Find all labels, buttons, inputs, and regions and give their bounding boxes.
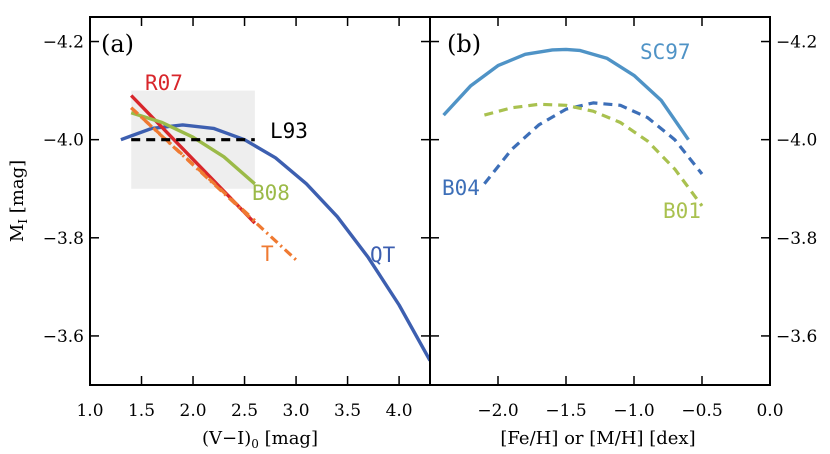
series-line-b08-2 <box>130 111 256 186</box>
y-tick-label-b-2: −3.8 <box>776 229 817 249</box>
y-tick-label-a-0: −4.2 <box>43 33 84 53</box>
series-label-b08: B08 <box>252 181 290 205</box>
x-tick-label-a-1: 1.5 <box>128 401 155 421</box>
series-label-r07: R07 <box>145 71 183 95</box>
x-tick-label-a-0: 1.0 <box>76 401 103 421</box>
x-tick-label-b-4: 0.0 <box>756 401 783 421</box>
series-label-qt: QT <box>370 243 396 267</box>
x-tick-label-b-1: −1.5 <box>545 401 586 421</box>
panel-a: 1.0 1.5 2.0 2.5 3.0 3.5 4.0 −4.2 −4.0 −3.8 −3.6 (a… <box>7 16 431 451</box>
y-tick-label-b-3: −3.6 <box>776 327 817 347</box>
y-tick-label-a-1: −4.0 <box>43 131 84 151</box>
x-tick-label-a-2: 2.0 <box>180 401 207 421</box>
x-tick-label-b-0: −2.0 <box>477 401 518 421</box>
x-tick-label-a-4: 3.0 <box>283 401 310 421</box>
series-label-t: T <box>261 242 274 266</box>
panel-b-series <box>442 47 704 207</box>
x-tick-label-a-3: 2.5 <box>231 401 258 421</box>
y-tick-label-b-1: −4.0 <box>776 131 817 151</box>
panel-b-x-axis-title: [Fe/H] or [M/H] [dex] <box>500 428 695 449</box>
series-line-b01-2 <box>483 102 704 207</box>
panel-b-label: (b) <box>447 30 481 58</box>
x-tick-label-a-5: 3.5 <box>334 401 361 421</box>
panel-b-frame <box>429 16 771 386</box>
x-tick-label-a-6: 4.0 <box>386 401 413 421</box>
panel-b-ticks: −2.0 −1.5 −1.0 −0.5 0.0 −4.2 −4.0 −3.8 −3.6 <box>430 17 817 421</box>
x-tick-label-b-2: −1.0 <box>613 401 654 421</box>
series-label-b04: B04 <box>442 176 480 200</box>
series-label-sc97: SC97 <box>640 40 691 64</box>
y-axis-title: MI [mag] <box>7 160 30 242</box>
x-tick-label-b-3: −0.5 <box>681 401 722 421</box>
y-tick-label-a-3: −3.6 <box>43 327 84 347</box>
panel-a-label: (a) <box>101 30 134 58</box>
panel-a-ticks: 1.0 1.5 2.0 2.5 3.0 3.5 4.0 −4.2 −4.0 −3.8 −3.6 <box>43 17 430 421</box>
panel-a-series <box>120 94 430 362</box>
series-line-b04-1 <box>483 101 704 185</box>
series-label-b01: B01 <box>663 199 701 223</box>
series-line-sc97-0 <box>442 47 690 141</box>
y-tick-label-a-2: −3.8 <box>43 229 84 249</box>
y-tick-label-b-0: −4.2 <box>776 33 817 53</box>
series-label-l93: L93 <box>270 119 308 143</box>
panel-b: −2.0 −1.5 −1.0 −0.5 0.0−4.2−4.0−3.8−3.6 (b) … <box>429 16 817 449</box>
panel-a-x-axis-title: (V−I)0 [mag] <box>202 428 318 451</box>
